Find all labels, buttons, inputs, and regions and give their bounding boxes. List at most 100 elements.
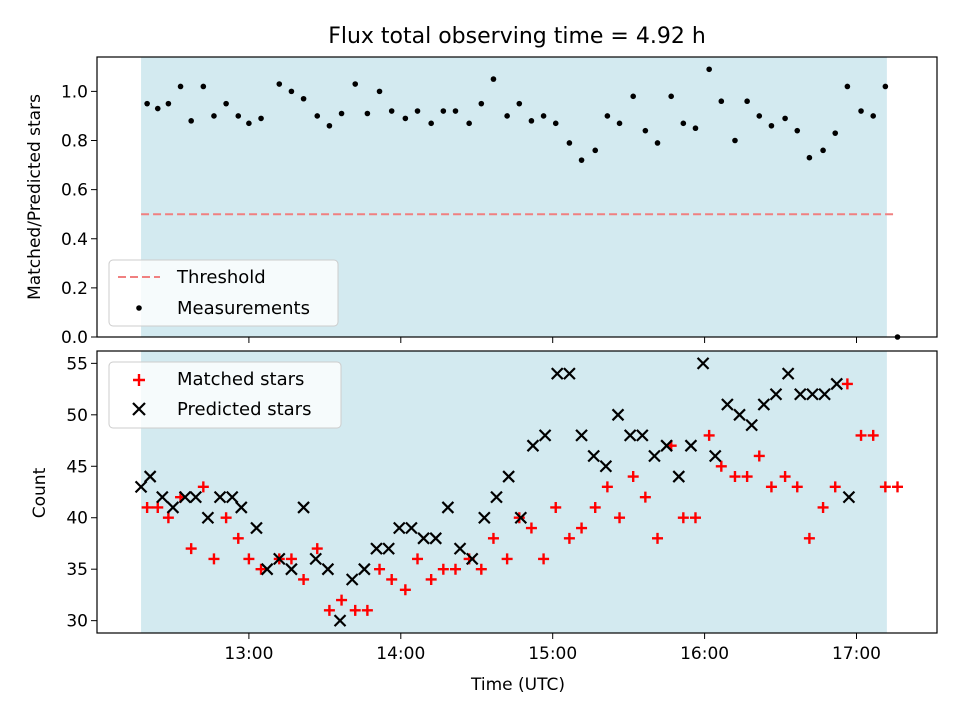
predicted-star-point (514, 511, 528, 525)
matched-star-point (729, 471, 741, 483)
measurement-point (144, 100, 150, 107)
measurement-point (428, 120, 434, 127)
predicted-star-point (393, 521, 406, 535)
predicted-star-point (733, 408, 746, 422)
matched-star-point (829, 481, 841, 493)
measurement-point (165, 100, 172, 107)
matched-star-point (601, 481, 613, 493)
predicted-star-point (575, 429, 588, 442)
matched-star-point (412, 553, 424, 565)
predicted-star-point (842, 490, 856, 504)
matched-star-point (715, 460, 727, 472)
matched-star-point (614, 512, 626, 524)
top-legend: Threshold Measurements (108, 259, 339, 327)
x-tick-label: 14:00 (376, 644, 425, 664)
bottom-legend-box (108, 361, 342, 429)
legend-predicted-swatch (132, 402, 146, 416)
predicted-star-point (358, 562, 371, 576)
predicted-star-point (178, 490, 192, 504)
measurement-point (820, 147, 826, 154)
matched-star-point (627, 471, 639, 483)
predicted-star-point (156, 490, 169, 504)
matched-star-point (563, 532, 575, 544)
matched-star-point (652, 532, 664, 544)
measurement-point (276, 81, 283, 87)
predicted-star-point (465, 552, 479, 566)
predicted-star-point (818, 387, 831, 401)
predicted-star-point (611, 408, 625, 422)
predicted-star-point (478, 511, 491, 525)
legend-threshold-label: Threshold (176, 267, 266, 288)
x-tick-label: 15:00 (528, 644, 577, 664)
predicted-star-point (490, 490, 503, 504)
x-tick-label: 17:00 (832, 644, 881, 664)
predicted-star-point (143, 470, 157, 483)
predicted-star-point (382, 542, 395, 555)
chart-title: Flux total observing time = 4.92 h (328, 24, 706, 49)
measurement-point (528, 118, 535, 124)
measurement-point (870, 113, 877, 119)
predicted-star-point (345, 573, 359, 586)
predicted-star-point (285, 562, 298, 576)
predicted-star-point (538, 429, 552, 442)
matched-star-point (855, 429, 867, 441)
predicted-star-point (721, 398, 734, 411)
predicted-star-point (260, 562, 274, 576)
predicted-star-point (781, 367, 795, 380)
predicted-star-point (321, 562, 335, 576)
measurement-point (552, 120, 559, 127)
predicted-star-point (794, 387, 807, 401)
measurement-point (744, 98, 750, 105)
y-tick-label: 1.0 (61, 82, 88, 102)
measurement-point (288, 88, 295, 95)
measurement-point (692, 125, 699, 132)
measurement-point (314, 113, 321, 119)
measurement-point (300, 95, 307, 102)
measurement-point (440, 108, 447, 114)
matched-star-point (361, 604, 373, 616)
predicted-star-point (417, 532, 430, 545)
measurement-point (806, 154, 813, 161)
measurement-points (144, 66, 901, 340)
y-tick-label: 0.8 (61, 132, 88, 152)
measurement-point (376, 88, 383, 95)
measurement-point (200, 83, 207, 90)
matched-star-point (892, 481, 904, 493)
matched-star-point (162, 512, 174, 524)
matched-star-point (475, 563, 487, 575)
measurement-point (630, 93, 637, 100)
y-tick-label: 55 (66, 354, 88, 374)
top-x-ticks (248, 337, 857, 343)
bottom-panel: 30 35 40 45 50 55 13:00 14:00 15:00 16:00 17:00 T… (30, 350, 938, 695)
matched-star-point (197, 481, 209, 493)
measurement-point (592, 147, 599, 154)
matched-star-point (576, 522, 588, 534)
y-tick-label: 45 (66, 457, 88, 477)
measurement-point (566, 140, 573, 146)
measurement-point (654, 140, 661, 146)
predicted-star-point (696, 357, 710, 370)
predicted-star-point (587, 449, 600, 463)
measurement-point (388, 108, 395, 114)
measurement-point (604, 113, 611, 119)
matched-star-point (232, 532, 244, 544)
measurement-point (516, 100, 523, 107)
predicted-star-point (225, 490, 239, 504)
measurement-point (258, 115, 264, 122)
predicted-star-point (166, 501, 180, 514)
predicted-star-point (502, 470, 515, 483)
measurement-point (616, 120, 623, 127)
matched-star-point (501, 553, 513, 565)
measurement-point (466, 120, 472, 127)
measurement-point (782, 115, 788, 122)
matched-star-point (449, 563, 461, 575)
matched-star-point (152, 501, 164, 513)
x-tick-label: 13:00 (224, 644, 273, 664)
measurement-point (718, 98, 725, 105)
measurement-point (326, 122, 333, 129)
matched-star-point (141, 501, 153, 513)
matched-star-point (689, 512, 701, 524)
matched-star-point (349, 604, 361, 616)
bottom-y-axis-label: Count (30, 467, 50, 518)
